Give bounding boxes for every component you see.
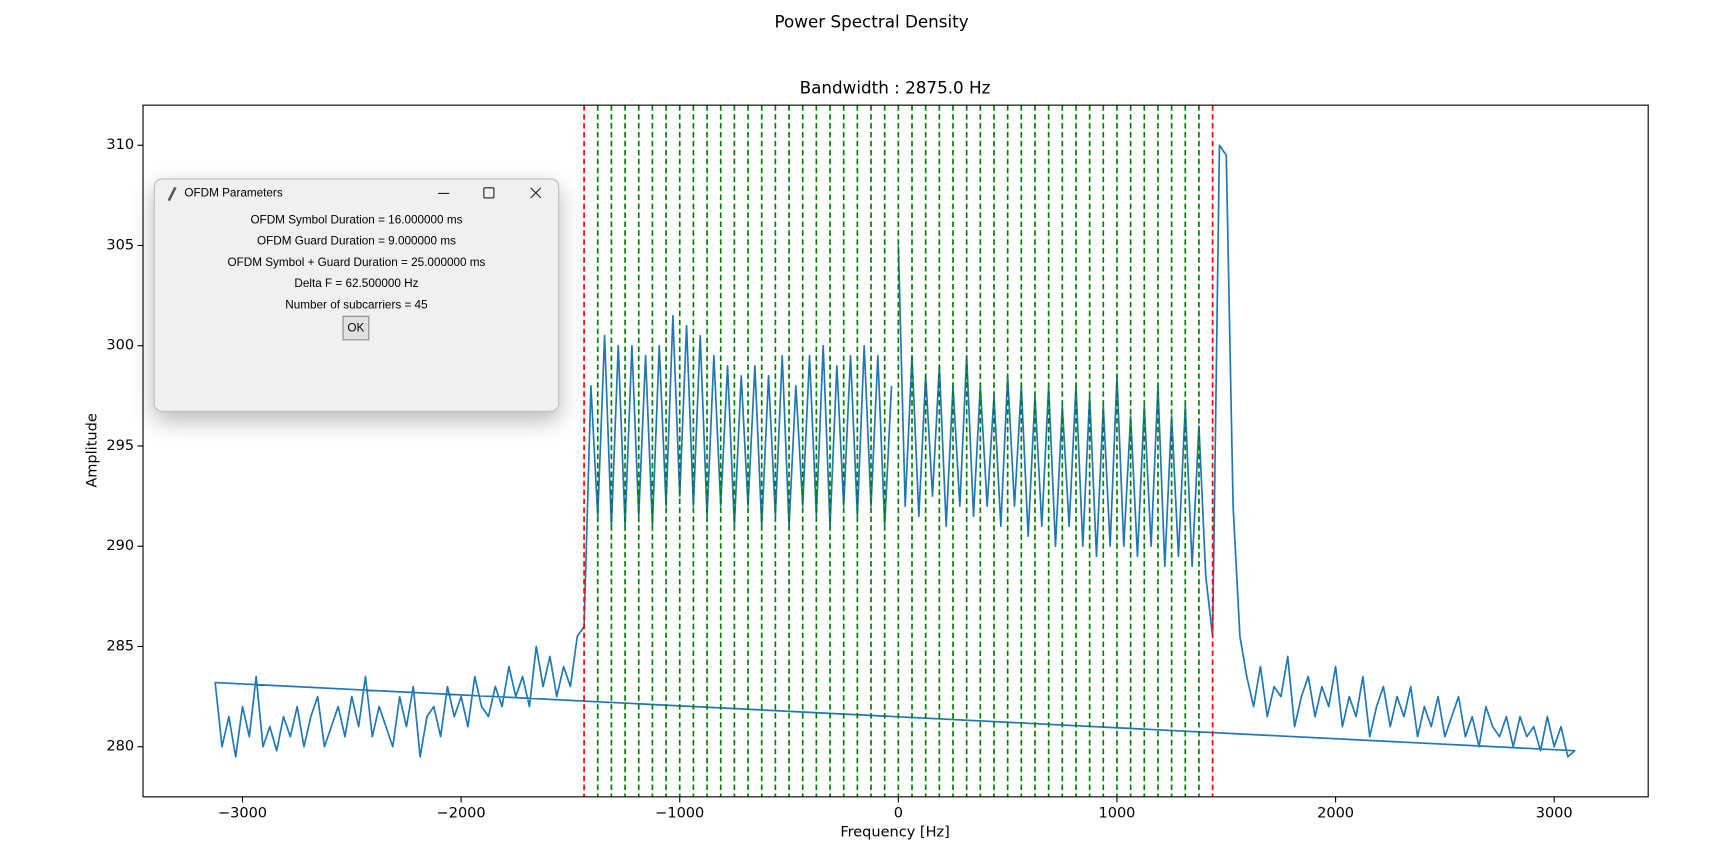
ok-button[interactable]: [342, 315, 370, 341]
close-button[interactable]: [530, 187, 542, 199]
y-tick-label: 290: [106, 538, 134, 554]
dialog-title: OFDM Parameters: [184, 187, 282, 200]
y-tick-label: 305: [106, 237, 134, 253]
y-axis-label: Amplitude: [85, 413, 101, 487]
dialog-line: Number of subcarriers = 45: [285, 298, 428, 311]
chart-title: Bandwidth : 2875.0 Hz: [800, 77, 991, 97]
x-tick-label: 1000: [1098, 806, 1135, 822]
dialog: [153, 178, 560, 412]
dialog-line: OFDM Guard Duration = 9.000000 ms: [257, 235, 456, 248]
y-tick-label: 280: [106, 739, 134, 755]
y-tick-label: 310: [106, 137, 134, 153]
dialog-line: Delta F = 62.500000 Hz: [294, 277, 418, 290]
x-tick-label: 2000: [1317, 806, 1354, 822]
dialog-content: OFDM Parameters OFDM Symbol Duration = 1…: [167, 186, 542, 341]
axes: −3000 −2000 −1000 0 1000 2000 3000 280 285 290 295…: [106, 137, 1572, 821]
maximize-button[interactable]: [483, 187, 495, 199]
ok-button-label: OK: [347, 322, 364, 335]
x-tick-label: −3000: [218, 806, 267, 822]
dialog-line: OFDM Symbol Duration = 16.000000 ms: [250, 213, 462, 226]
psd-line: [214, 144, 1576, 758]
x-axis-label: Frequency [Hz]: [840, 825, 949, 841]
dialog-line: OFDM Symbol + Guard Duration = 25.000000…: [227, 256, 485, 269]
y-tick-label: 285: [106, 638, 134, 654]
plot-area: [214, 105, 1576, 797]
x-tick-label: −1000: [655, 806, 704, 822]
suptitle: Power Spectral Density: [775, 11, 969, 31]
x-tick-label: 0: [894, 806, 903, 822]
app-icon: [167, 186, 177, 202]
x-tick-label: 3000: [1536, 806, 1573, 822]
axes-frame: [142, 104, 1649, 798]
x-tick-label: −2000: [437, 806, 486, 822]
y-tick-label: 295: [106, 438, 134, 454]
dialog-body: [153, 178, 560, 412]
y-tick-label: 300: [106, 338, 134, 354]
